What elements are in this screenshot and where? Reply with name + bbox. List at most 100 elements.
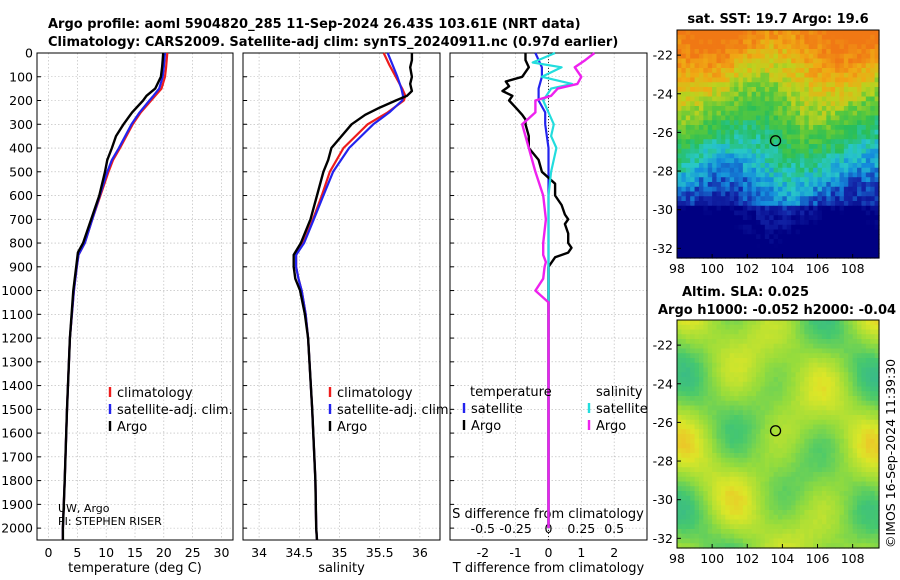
- map-cell: [681, 205, 687, 212]
- map-cell: [826, 339, 832, 345]
- map-cell: [848, 467, 854, 473]
- map-cell: [681, 34, 687, 41]
- map-cell: [725, 182, 731, 188]
- map-cell: [738, 476, 744, 483]
- map-cell: [795, 30, 801, 36]
- map-cell: [720, 453, 726, 459]
- map-cell: [791, 158, 797, 164]
- map-cell: [852, 510, 858, 516]
- map-cell: [799, 39, 805, 45]
- map-cell: [677, 429, 682, 435]
- map-cell: [756, 186, 762, 193]
- map-cell: [821, 467, 827, 473]
- map-cell: [677, 30, 682, 36]
- map-cell: [769, 163, 775, 169]
- map-cell: [808, 495, 814, 502]
- map-cell: [839, 229, 845, 235]
- map-cell: [725, 115, 731, 121]
- map-cell: [725, 172, 731, 178]
- map-cell: [677, 405, 682, 411]
- map-cell: [813, 367, 819, 373]
- map-cell: [786, 239, 792, 245]
- map-cell: [830, 453, 836, 459]
- map-cell: [685, 381, 691, 388]
- map-cell: [703, 419, 709, 426]
- map-cell: [874, 215, 880, 221]
- map-cell: [839, 115, 845, 121]
- map-cell: [690, 343, 696, 350]
- map-cell: [870, 519, 876, 525]
- map-cell: [747, 448, 753, 454]
- map-cell: [826, 419, 832, 426]
- map-cell: [751, 538, 757, 544]
- map-cell: [791, 510, 797, 516]
- map-cell: [685, 491, 691, 497]
- map-cell: [799, 519, 805, 525]
- map-cell: [870, 163, 876, 169]
- map-cell: [751, 429, 757, 435]
- map-cell: [725, 396, 731, 402]
- map-cell: [760, 172, 766, 178]
- map-cell: [848, 320, 854, 326]
- map-cell: [799, 253, 805, 259]
- map-x-tick-label: 100: [700, 551, 724, 566]
- map-cell: [861, 172, 867, 178]
- map-cell: [857, 543, 863, 549]
- map-cell: [848, 153, 854, 159]
- map-cell: [848, 495, 854, 502]
- map-cell: [835, 329, 841, 335]
- map-cell: [817, 120, 823, 126]
- map-cell: [685, 101, 691, 107]
- map-cell: [756, 234, 762, 240]
- map-cell: [690, 362, 696, 369]
- map-cell: [857, 205, 863, 212]
- map-cell: [817, 495, 823, 502]
- map-cell: [799, 144, 805, 150]
- map-cell: [804, 500, 810, 506]
- map-cell: [808, 205, 814, 212]
- y-tick-label: 0: [25, 46, 33, 61]
- map-cell: [791, 457, 797, 464]
- map-cell: [778, 500, 783, 506]
- map-cell: [830, 248, 836, 254]
- map-cell: [786, 110, 792, 117]
- map-cell: [751, 68, 757, 74]
- map-cell: [821, 419, 827, 426]
- map-cell: [734, 58, 740, 64]
- map-cell: [830, 134, 836, 140]
- map-cell: [681, 58, 687, 64]
- map-cell: [703, 358, 709, 364]
- map-cell: [839, 519, 845, 525]
- map-cell: [865, 186, 871, 193]
- map-cell: [716, 419, 722, 426]
- map-cell: [852, 529, 858, 535]
- map-cell: [870, 72, 876, 79]
- map-cell: [694, 148, 700, 155]
- x-tick-label: 20: [156, 545, 172, 560]
- map-cell: [769, 538, 775, 544]
- map-cell: [874, 438, 880, 445]
- map-cell: [698, 63, 704, 69]
- map-cell: [870, 68, 876, 74]
- map-cell: [817, 91, 823, 98]
- map-cell: [769, 125, 775, 131]
- map-cell: [861, 101, 867, 107]
- map-cell: [738, 339, 744, 345]
- map-cell: [769, 91, 775, 98]
- map-cell: [690, 106, 696, 112]
- map-cell: [813, 486, 819, 492]
- map-cell: [826, 148, 832, 155]
- side-timestamp: ©IMOS 16-Sep-2024 11:39:30: [883, 359, 898, 548]
- map-cell: [725, 339, 731, 345]
- map-cell: [826, 429, 832, 435]
- map-cell: [694, 220, 700, 226]
- map-cell: [865, 467, 871, 473]
- map-cell: [808, 144, 814, 150]
- map-cell: [817, 115, 823, 121]
- map-cell: [817, 229, 823, 235]
- map-cell: [782, 510, 788, 516]
- map-cell: [804, 424, 810, 430]
- map-cell: [839, 134, 845, 140]
- map-cell: [681, 505, 687, 511]
- map-cell: [791, 148, 797, 155]
